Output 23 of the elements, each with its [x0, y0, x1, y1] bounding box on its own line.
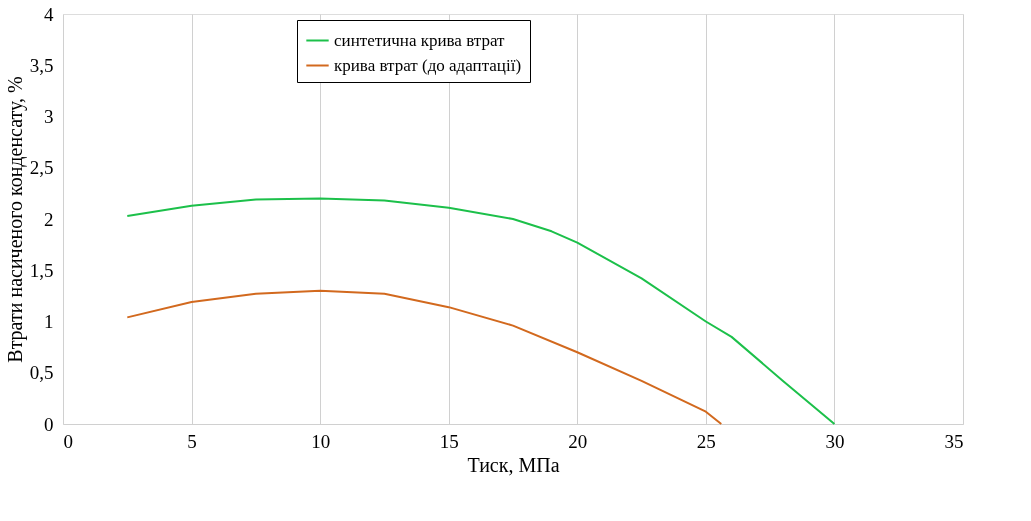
x-tick-label: 5: [187, 430, 197, 452]
legend-label: крива втрат (до адаптації): [334, 55, 522, 75]
y-tick-label: 1,5: [29, 259, 54, 281]
y-tick-label: 3: [44, 106, 54, 127]
y-tick-label: 2: [44, 208, 54, 230]
y-tick-label: 3,5: [29, 54, 54, 76]
x-tick-label: 35: [944, 430, 964, 452]
x-axis-title: Тиск, МПа: [467, 453, 560, 476]
line-series: [126, 289, 723, 425]
x-tick-label: 0: [63, 430, 73, 452]
y-tick-label: 0,5: [29, 362, 54, 384]
x-tick-label: 10: [311, 430, 331, 452]
x-tick-label: 25: [696, 430, 716, 452]
y-tick-label: 2,5: [29, 157, 54, 179]
legend-label: синтетична крива втрат: [334, 30, 505, 50]
y-tick-label: 4: [44, 3, 54, 25]
y-tick-label: 0: [44, 413, 54, 435]
y-tick-label: 1: [44, 311, 54, 332]
line-series: [126, 197, 836, 425]
x-tick-label: 30: [825, 430, 845, 452]
x-tick-label: 20: [568, 430, 588, 452]
y-axis-title: Втрати насиченого конденсату, %: [3, 76, 27, 363]
x-tick-label: 15: [439, 430, 459, 452]
